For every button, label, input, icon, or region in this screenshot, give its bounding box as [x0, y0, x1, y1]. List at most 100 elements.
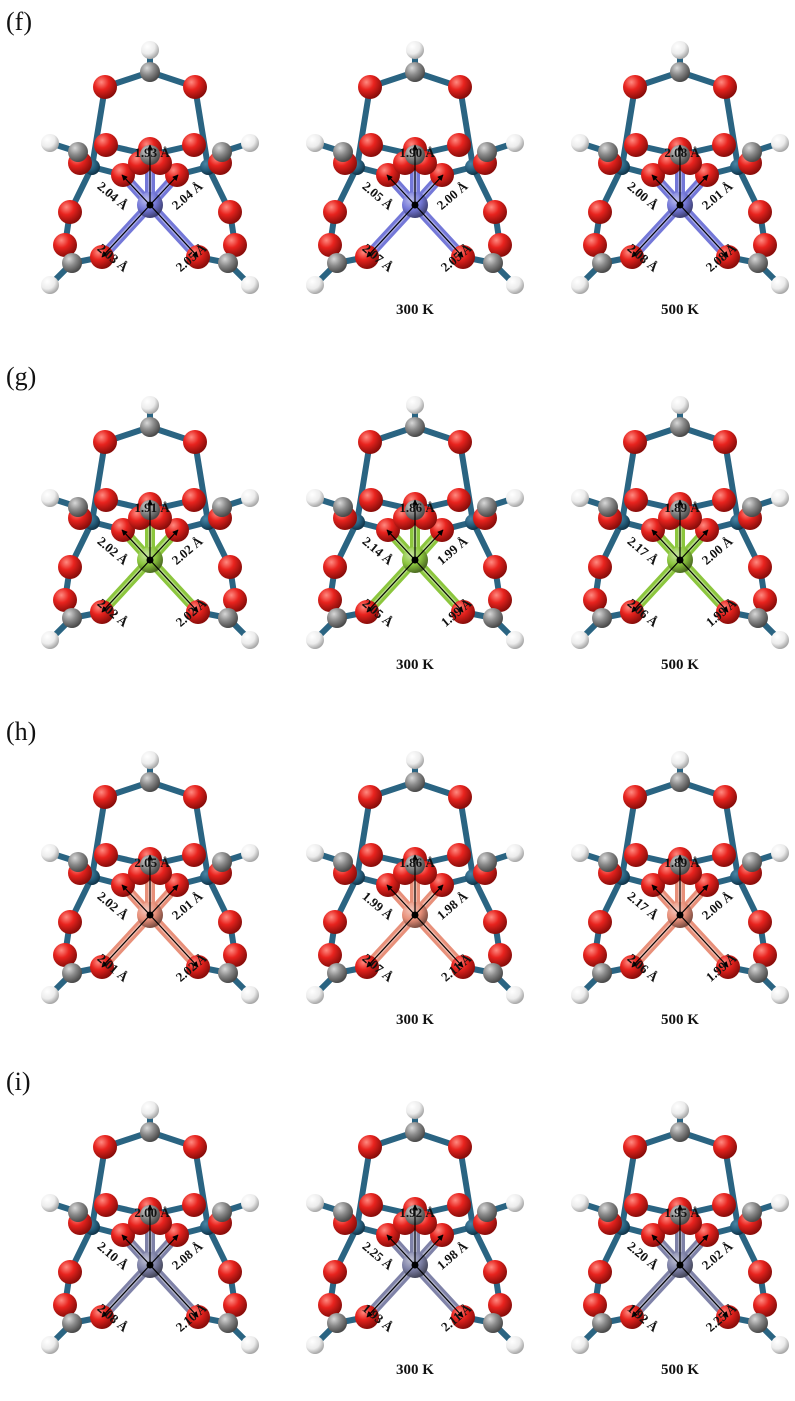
hydrogen-atom — [306, 986, 324, 1004]
oxygen-atom — [183, 75, 207, 99]
carbon-atom — [327, 963, 347, 983]
distance-arrow — [679, 884, 709, 916]
framework-bond — [354, 1144, 373, 1230]
framework-bond — [619, 439, 638, 525]
hydrogen-atom — [306, 1336, 324, 1354]
oxygen-atom — [483, 555, 507, 579]
carbon-atom — [140, 1122, 160, 1142]
distance-arrow — [121, 1234, 151, 1266]
hydrogen-atom — [141, 41, 159, 59]
oxygen-atom — [218, 200, 242, 224]
distance-arrow — [149, 559, 199, 613]
distance-arrow — [366, 559, 416, 613]
distance-arrow — [386, 884, 416, 916]
hydrogen-atom — [306, 489, 324, 507]
center-dot — [146, 201, 154, 209]
temperature-label: 300 K — [396, 657, 434, 673]
carbon-atom — [405, 417, 425, 437]
hydrogen-atom — [306, 1194, 324, 1212]
carbon-atom — [405, 1122, 425, 1142]
oxygen-atom — [488, 1293, 512, 1317]
framework-bond — [192, 1144, 211, 1230]
carbon-atom — [333, 142, 353, 162]
hydrogen-atom — [41, 986, 59, 1004]
hydrogen-atom — [406, 1101, 424, 1119]
distance-arrow — [631, 914, 681, 968]
oxygen-atom — [223, 588, 247, 612]
oxygen-atom — [624, 133, 648, 157]
oxygen-atom — [712, 488, 736, 512]
carbon-atom — [748, 608, 768, 628]
oxygen-atom — [447, 488, 471, 512]
oxygen-atom — [712, 843, 736, 867]
distance-arrow — [631, 1264, 681, 1318]
framework-bond — [354, 439, 373, 525]
distance-arrow — [414, 559, 464, 613]
hydrogen-atom — [306, 276, 324, 294]
hydrogen-atom — [141, 396, 159, 414]
oxygen-atom — [753, 233, 777, 257]
carbon-atom — [477, 1202, 497, 1222]
distance-arrow — [414, 1264, 464, 1318]
oxygen-atom — [318, 233, 342, 257]
hydrogen-atom — [306, 844, 324, 862]
oxygen-atom — [583, 943, 607, 967]
carbon-atom — [748, 963, 768, 983]
distance-arrow — [149, 884, 179, 916]
hydrogen-atom — [771, 276, 789, 294]
hydrogen-atom — [141, 1101, 159, 1119]
oxygen-atom — [483, 910, 507, 934]
hydrogen-atom — [571, 276, 589, 294]
oxygen-atom — [583, 1293, 607, 1317]
distance-arrow — [121, 529, 151, 561]
hydrogen-atom — [41, 134, 59, 152]
carbon-atom — [212, 1202, 232, 1222]
oxygen-atom — [218, 555, 242, 579]
oxygen-atom — [182, 843, 206, 867]
structure-0-1: 1.90 Å2.05 Å 2.00 Å2.07 Å 2.05 Å — [306, 41, 524, 294]
carbon-atom — [598, 497, 618, 517]
distance-arrow — [414, 204, 464, 258]
hydrogen-atom — [41, 844, 59, 862]
carbon-atom — [670, 772, 690, 792]
distance-arrow — [414, 1234, 444, 1266]
carbon-atom — [742, 497, 762, 517]
panel-label: (i) — [6, 1067, 31, 1096]
panel-label: (f) — [6, 7, 32, 36]
oxygen-atom — [447, 133, 471, 157]
oxygen-atom — [58, 910, 82, 934]
distance-arrow — [414, 529, 444, 561]
structure-3-2: 1.95 Å2.20 Å 2.02 Å1.92 Å 2.25 Å — [571, 1101, 789, 1354]
carbon-atom — [477, 852, 497, 872]
carbon-atom — [62, 253, 82, 273]
framework-bond — [192, 84, 211, 170]
bond-length-top: 1.90 Å — [399, 145, 435, 160]
carbon-atom — [592, 608, 612, 628]
carbon-atom — [598, 1202, 618, 1222]
oxygen-atom — [623, 75, 647, 99]
oxygen-atom — [53, 233, 77, 257]
framework-bond — [457, 794, 476, 880]
structure-3-1: 1.92 Å2.25 Å 1.98 Å1.93 Å 2.11 Å — [306, 1101, 524, 1354]
carbon-atom — [483, 608, 503, 628]
bond-length-top: 1.91 Å — [134, 500, 170, 515]
hydrogen-atom — [406, 41, 424, 59]
temperature-label: 300 K — [396, 302, 434, 318]
oxygen-atom — [753, 1293, 777, 1317]
carbon-atom — [483, 1313, 503, 1333]
framework-bond — [89, 84, 108, 170]
hydrogen-atom — [506, 631, 524, 649]
oxygen-atom — [447, 1193, 471, 1217]
hydrogen-atom — [571, 134, 589, 152]
hydrogen-atom — [241, 1194, 259, 1212]
oxygen-atom — [588, 555, 612, 579]
hydrogen-atom — [41, 1336, 59, 1354]
oxygen-atom — [713, 75, 737, 99]
center-dot — [146, 911, 154, 919]
hydrogen-atom — [141, 751, 159, 769]
oxygen-atom — [223, 233, 247, 257]
oxygen-atom — [183, 430, 207, 454]
oxygen-atom — [93, 785, 117, 809]
carbon-atom — [68, 142, 88, 162]
distance-arrow — [679, 914, 729, 968]
